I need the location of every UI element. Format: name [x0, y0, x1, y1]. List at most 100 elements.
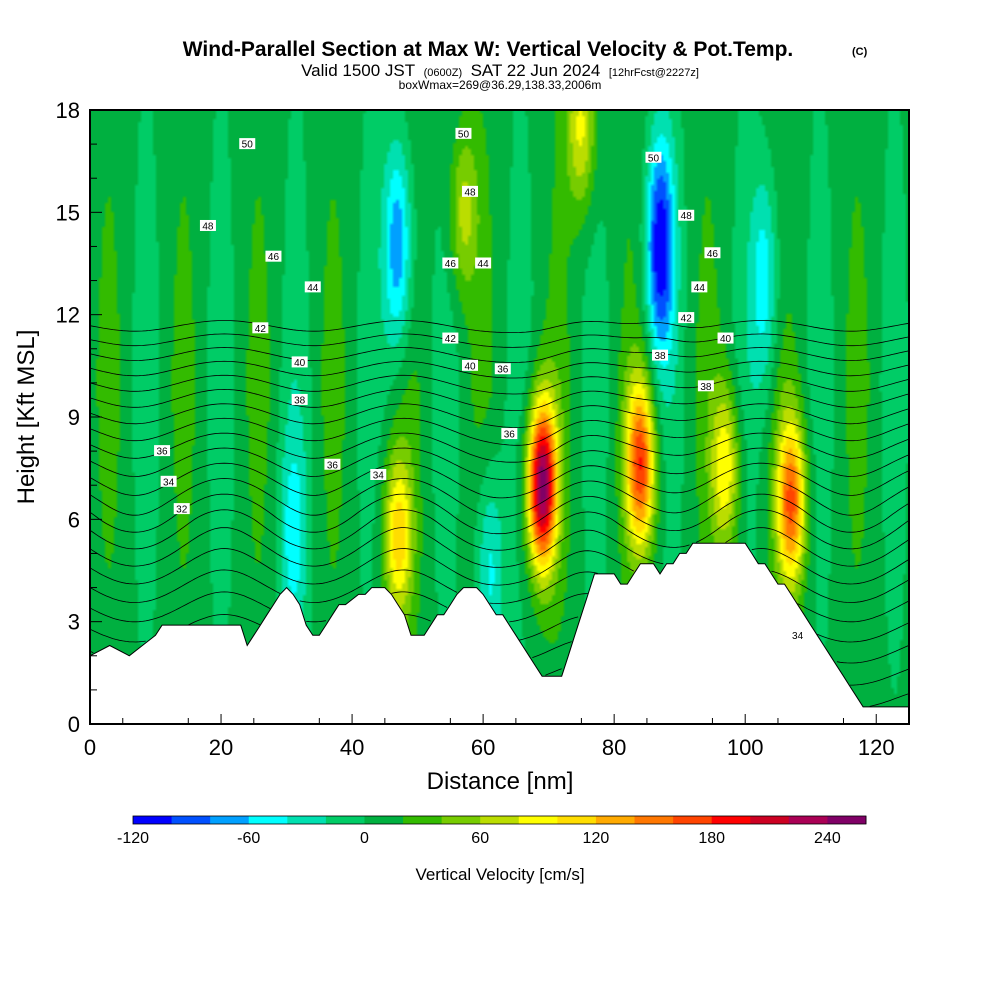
theta-contour-line	[90, 614, 909, 643]
svg-text:40: 40	[720, 334, 732, 345]
y-tick-label: 15	[56, 200, 80, 225]
colorbar-swatch	[210, 816, 250, 824]
svg-text:44: 44	[478, 259, 490, 270]
svg-text:34: 34	[792, 631, 804, 642]
colorbar-tick-label: 60	[471, 830, 489, 847]
colorbar-swatch	[325, 816, 365, 824]
potential-temperature-contours	[90, 320, 909, 707]
x-tick-label: 60	[471, 735, 495, 760]
colorbar-swatch	[364, 816, 404, 824]
svg-text:42: 42	[445, 334, 457, 345]
x-axis-label: Distance [nm]	[427, 768, 574, 795]
colorbar-swatch	[403, 816, 443, 824]
subtitle-valid: Valid 1500 JST	[301, 61, 415, 80]
svg-text:50: 50	[648, 153, 660, 164]
contour-label: 38	[291, 393, 308, 406]
contour-label: 34	[789, 629, 806, 642]
colorbar-tick-label: 120	[583, 830, 610, 847]
colorbar-swatch	[827, 816, 867, 824]
svg-text:36: 36	[157, 447, 169, 458]
contour-label: 36	[154, 445, 171, 458]
theta-contour-line	[90, 360, 909, 379]
copyright-mark: (C)	[852, 46, 868, 58]
contour-label: 46	[265, 250, 282, 263]
x-tick-label: 20	[209, 735, 233, 760]
contour-label: 38	[697, 380, 714, 393]
svg-text:50: 50	[242, 140, 254, 151]
contour-label: 40	[462, 359, 479, 372]
plot-area: 50 50 50 48 48 48 46 46 46 44 44 44 42 42 42 40 40 40 38 38…	[90, 110, 909, 724]
theta-contour-line	[90, 591, 909, 623]
colorbar-swatch	[287, 816, 327, 824]
colorbar-swatch	[673, 816, 713, 824]
theta-contour-line	[90, 493, 909, 535]
contour-label: 40	[717, 332, 734, 345]
colorbar-swatch	[441, 816, 481, 824]
contour-label: 48	[199, 219, 216, 232]
contour-label: 50	[239, 138, 256, 151]
theta-contour-line	[90, 509, 909, 551]
svg-text:32: 32	[176, 505, 188, 516]
colorbar-swatch	[788, 816, 828, 824]
y-tick-label: 18	[56, 98, 80, 123]
svg-text:44: 44	[307, 283, 319, 294]
svg-text:36: 36	[504, 430, 516, 441]
svg-text:46: 46	[445, 259, 457, 270]
contour-label: 42	[252, 322, 269, 335]
colorbar-swatch	[248, 816, 288, 824]
theta-contour-line	[90, 403, 909, 429]
x-tick-label: 120	[858, 735, 895, 760]
contour-label: 50	[645, 151, 662, 164]
colorbar-tick-label: 240	[814, 830, 841, 847]
theta-contour-line	[545, 668, 909, 686]
svg-text:38: 38	[700, 382, 712, 393]
y-tick-label: 9	[68, 405, 80, 430]
theta-contour-line	[90, 347, 909, 363]
contour-label: 42	[442, 332, 459, 345]
theta-contour-line	[869, 693, 909, 707]
contour-label: 34	[370, 468, 387, 481]
colorbar-swatch	[595, 816, 636, 824]
y-tick-label: 0	[68, 712, 80, 737]
theta-contour-line	[90, 478, 909, 518]
contour-label: 34	[160, 475, 177, 488]
contour-label: 48	[678, 209, 695, 222]
colorbar-tick-label: -120	[117, 830, 149, 847]
colorbar-swatch	[480, 816, 520, 824]
colorbar-tick-label: 180	[698, 830, 725, 847]
y-tick-label: 12	[56, 303, 80, 328]
x-tick-label: 100	[727, 735, 764, 760]
theta-contour-line	[90, 462, 909, 499]
contour-label: 36	[501, 428, 518, 441]
colorbar-swatch	[750, 816, 790, 824]
svg-text:42: 42	[681, 314, 693, 325]
chart-subtitle: Valid 1500 JST (0600Z) SAT 22 Jun 2024 […	[301, 61, 699, 80]
colorbar-swatch	[133, 816, 173, 824]
svg-text:46: 46	[268, 252, 280, 263]
contour-label: 46	[704, 247, 721, 260]
contour-label: 36	[494, 363, 511, 376]
chart-title: Wind-Parallel Section at Max W: Vertical…	[183, 38, 794, 61]
y-axis-label: Height [Kft MSL]	[13, 330, 40, 505]
svg-text:44: 44	[694, 283, 706, 294]
theta-contour-line	[90, 374, 909, 395]
contour-label: 42	[678, 312, 695, 325]
x-tick-label: 80	[602, 735, 626, 760]
theta-contour-line	[90, 569, 909, 604]
theta-contour-line	[90, 548, 909, 586]
theta-contour-line	[90, 432, 909, 463]
terrain-mask	[90, 542, 909, 724]
svg-text:40: 40	[294, 358, 306, 369]
contour-label: 44	[691, 281, 708, 294]
contour-label: 44	[304, 281, 321, 294]
subtitle-z-time: (0600Z)	[424, 67, 463, 79]
colorbar-frame	[132, 815, 867, 825]
x-tick-label: 0	[84, 735, 96, 760]
theta-contour-line	[90, 388, 909, 411]
colorbar-tick-label: 0	[360, 830, 369, 847]
colorbar-swatch	[171, 816, 211, 824]
colorbar-swatch	[711, 816, 751, 824]
y-axis-ticks: 0 3 6 9 12 15 18	[56, 98, 102, 737]
svg-text:34: 34	[163, 477, 175, 488]
svg-text:40: 40	[464, 361, 476, 372]
